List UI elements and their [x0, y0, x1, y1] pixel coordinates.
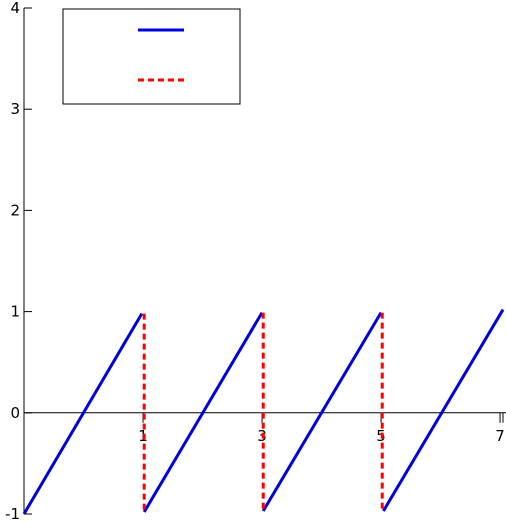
legend-box	[62, 8, 241, 105]
y-tick-label: -1	[5, 505, 20, 521]
solid-series-segment	[382, 308, 505, 512]
y-tick-label: 1	[10, 303, 20, 321]
solid-series-segment	[22, 312, 144, 515]
solid-series-segment	[261, 311, 383, 512]
legend	[62, 8, 241, 105]
x-tick-label: 7	[495, 427, 505, 445]
axes	[23, 8, 506, 514]
solid-series-segment	[142, 311, 264, 513]
y-tick-label: 3	[10, 100, 20, 118]
series-lines	[22, 308, 505, 515]
y-tick-label: 2	[10, 201, 20, 219]
y-tick-label: 4	[10, 0, 20, 17]
y-tick-label: 0	[10, 404, 20, 422]
